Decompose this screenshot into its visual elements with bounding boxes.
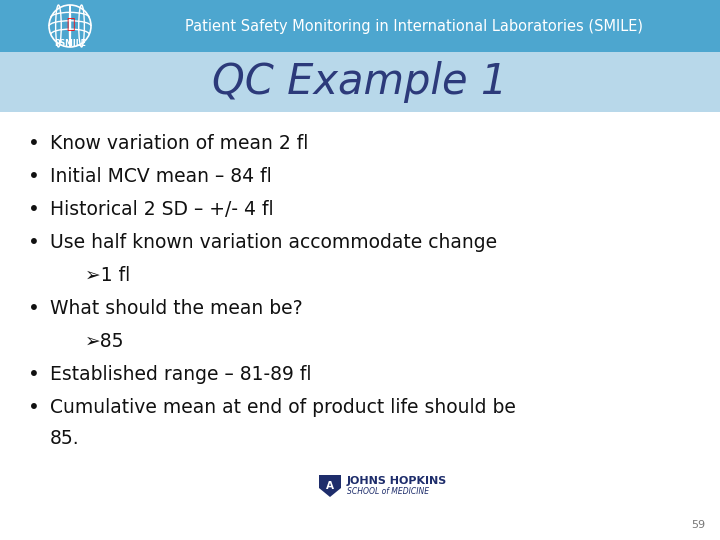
Text: Historical 2 SD – +/- 4 fl: Historical 2 SD – +/- 4 fl	[50, 200, 274, 219]
Text: Use half known variation accommodate change: Use half known variation accommodate cha…	[50, 233, 497, 252]
Text: Cumulative mean at end of product life should be: Cumulative mean at end of product life s…	[50, 398, 516, 417]
Text: ➢85: ➢85	[85, 332, 125, 351]
Text: PSMILE: PSMILE	[54, 39, 86, 48]
Text: •: •	[28, 398, 40, 417]
Bar	[0, 52, 720, 112]
Text: •: •	[28, 233, 40, 252]
Polygon shape	[319, 475, 341, 497]
Text: What should the mean be?: What should the mean be?	[50, 299, 302, 318]
Text: 59: 59	[691, 520, 705, 530]
Text: ➢1 fl: ➢1 fl	[85, 266, 130, 285]
Text: Patient Safety Monitoring in International Laboratories (SMILE): Patient Safety Monitoring in Internation…	[185, 18, 643, 33]
Text: •: •	[28, 365, 40, 384]
Text: QC Example 1: QC Example 1	[212, 61, 508, 103]
Text: 🎀: 🎀	[66, 17, 74, 31]
Text: •: •	[28, 167, 40, 186]
Text: A: A	[326, 481, 334, 491]
Text: Established range – 81-89 fl: Established range – 81-89 fl	[50, 365, 312, 384]
Text: SCHOOL of MEDICINE: SCHOOL of MEDICINE	[347, 488, 429, 496]
Text: Know variation of mean 2 fl: Know variation of mean 2 fl	[50, 134, 308, 153]
Text: JOHNS HOPKINS: JOHNS HOPKINS	[347, 476, 447, 486]
Text: 85.: 85.	[50, 429, 80, 448]
Text: •: •	[28, 299, 40, 318]
Text: Initial MCV mean – 84 fl: Initial MCV mean – 84 fl	[50, 167, 271, 186]
Text: •: •	[28, 134, 40, 153]
Text: •: •	[28, 200, 40, 219]
Bar	[0, 0, 720, 52]
